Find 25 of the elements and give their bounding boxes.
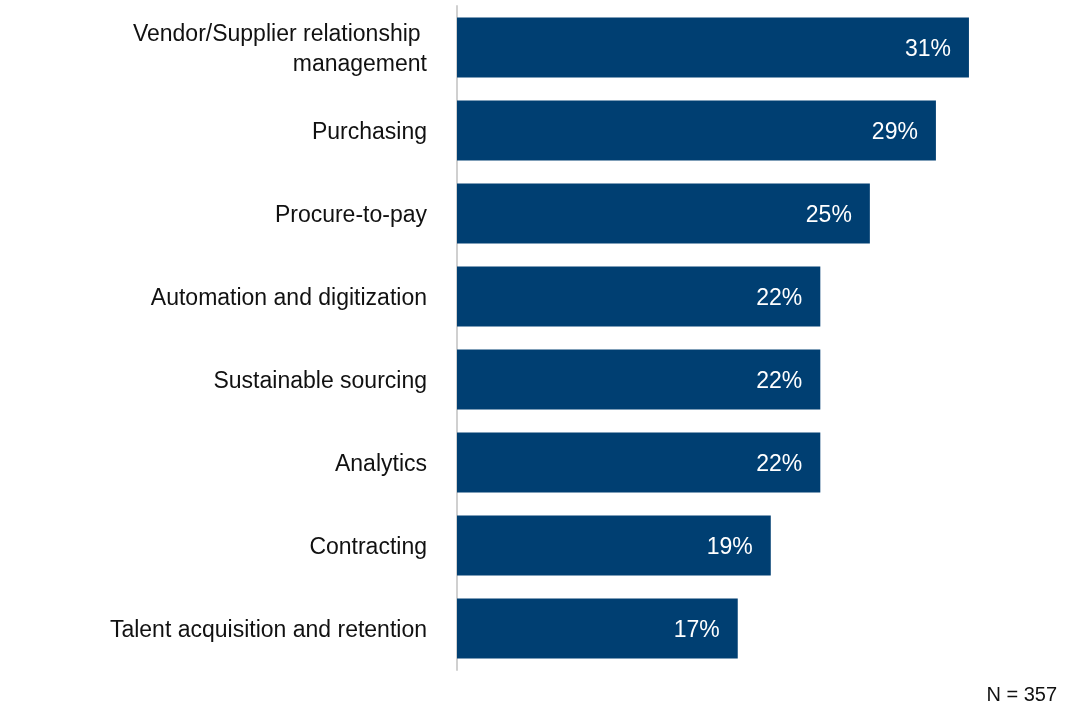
- bar: [457, 266, 821, 327]
- y-tick-label: Sustainable sourcing: [213, 366, 427, 393]
- bar: [457, 432, 821, 493]
- data-label: 22%: [756, 283, 803, 310]
- data-label: 22%: [756, 449, 803, 476]
- bar: [457, 183, 870, 244]
- data-label: 29%: [871, 117, 918, 144]
- data-label: 17%: [673, 615, 720, 642]
- data-label: 25%: [805, 200, 852, 227]
- bar: [457, 100, 936, 161]
- y-tick-label: Contracting: [309, 532, 427, 559]
- data-label: 19%: [706, 532, 753, 559]
- y-tick-label: Purchasing: [311, 117, 427, 144]
- y-tick-label: Vendor/Supplier relationship management: [132, 19, 428, 76]
- bar: [457, 17, 969, 78]
- data-label: 31%: [904, 34, 951, 61]
- y-tick-label: Automation and digitization: [150, 283, 427, 310]
- text: N = 357: [986, 683, 1057, 705]
- bar: [457, 598, 738, 659]
- y-tick-label: Analytics: [334, 449, 427, 476]
- bar: [457, 349, 821, 410]
- data-label: 22%: [756, 366, 803, 393]
- bar: [457, 515, 771, 576]
- y-tick-label: Procure-to-pay: [274, 200, 428, 227]
- y-tick-label: Talent acquisition and retention: [109, 615, 427, 642]
